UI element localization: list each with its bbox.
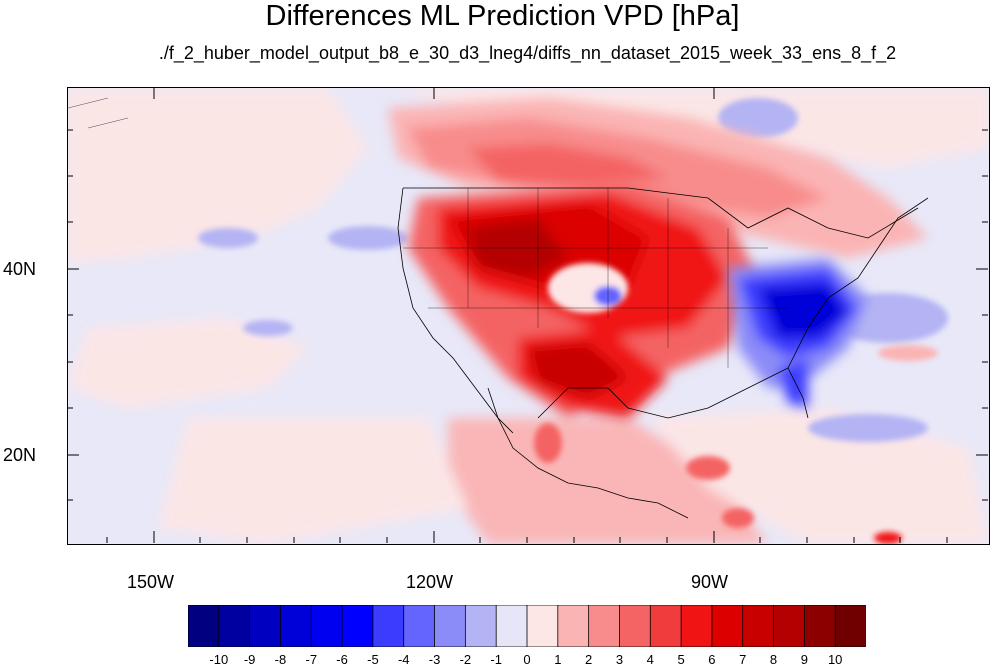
colorbar-swatch <box>403 605 436 647</box>
colorbar-label: -4 <box>397 652 410 667</box>
colorbar-label: 10 <box>827 652 843 667</box>
colorbar-label: 8 <box>769 652 778 667</box>
map-subtitle: ./f_2_huber_model_output_b8_e_30_d3_lneg… <box>158 43 897 63</box>
colorbar-label: -5 <box>367 652 379 667</box>
colorbar-swatch <box>280 605 313 647</box>
colorbar-label: -8 <box>274 652 287 667</box>
colorbar-label: 7 <box>739 652 747 667</box>
colorbar-labels: -10 -9 -8 -7 -6 -5 -4 -3 -2 -1 0 1 2 3 4 5 6 7 8 9 10 <box>0 652 1005 672</box>
colorbar-label: -7 <box>305 652 318 667</box>
colorbar-swatch <box>649 605 682 647</box>
colorbar-swatch <box>464 605 498 647</box>
colorbar-swatch <box>711 605 744 647</box>
colorbar-swatch <box>218 605 251 647</box>
colorbar-label: -6 <box>336 652 348 667</box>
colorbar-swatch <box>372 605 405 647</box>
colorbar <box>188 605 866 647</box>
map-plot <box>67 87 990 545</box>
colorbar-label: 9 <box>800 652 808 667</box>
vpd-difference-field <box>68 88 989 544</box>
axis-ticks <box>67 87 988 543</box>
colorbar-label: 3 <box>615 652 624 667</box>
colorbar-swatch <box>310 605 343 647</box>
colorbar-label: -2 <box>459 652 472 667</box>
colorbar-swatch <box>803 605 837 647</box>
colorbar-swatch <box>619 605 652 647</box>
lon-label-120w: 120W <box>406 572 454 592</box>
colorbar-swatch <box>249 605 282 647</box>
colorbar-label: 6 <box>708 652 716 667</box>
lat-label-40n: 40N <box>3 259 37 279</box>
colorbar-swatch <box>526 605 559 647</box>
colorbar-label: -9 <box>243 652 256 667</box>
colorbar-swatch <box>742 605 775 647</box>
colorbar-label: -1 <box>490 652 502 667</box>
colorbar-label: 4 <box>646 652 654 667</box>
colorbar-swatch <box>188 605 220 647</box>
colorbar-label: -3 <box>428 652 441 667</box>
colorbar-label: 0 <box>523 652 531 667</box>
lon-label-90w: 90W <box>691 572 729 592</box>
colorbar-swatch <box>834 605 866 647</box>
colorbar-label: -10 <box>209 652 229 667</box>
colorbar-swatch <box>773 605 806 647</box>
colorbar-swatch <box>341 605 374 647</box>
colorbar-swatch <box>434 605 467 647</box>
colorbar-swatch <box>495 605 528 647</box>
colorbar-swatch <box>680 605 713 647</box>
colorbar-label: 1 <box>554 652 562 667</box>
lon-label-150w: 150W <box>127 572 175 592</box>
map-title: Differences ML Prediction VPD [hPa] <box>265 0 740 32</box>
lat-label-20n: 20N <box>3 445 37 465</box>
colorbar-swatch <box>557 605 590 647</box>
colorbar-swatch <box>588 605 621 647</box>
colorbar-label: 2 <box>585 652 593 667</box>
colorbar-label: 5 <box>677 652 685 667</box>
